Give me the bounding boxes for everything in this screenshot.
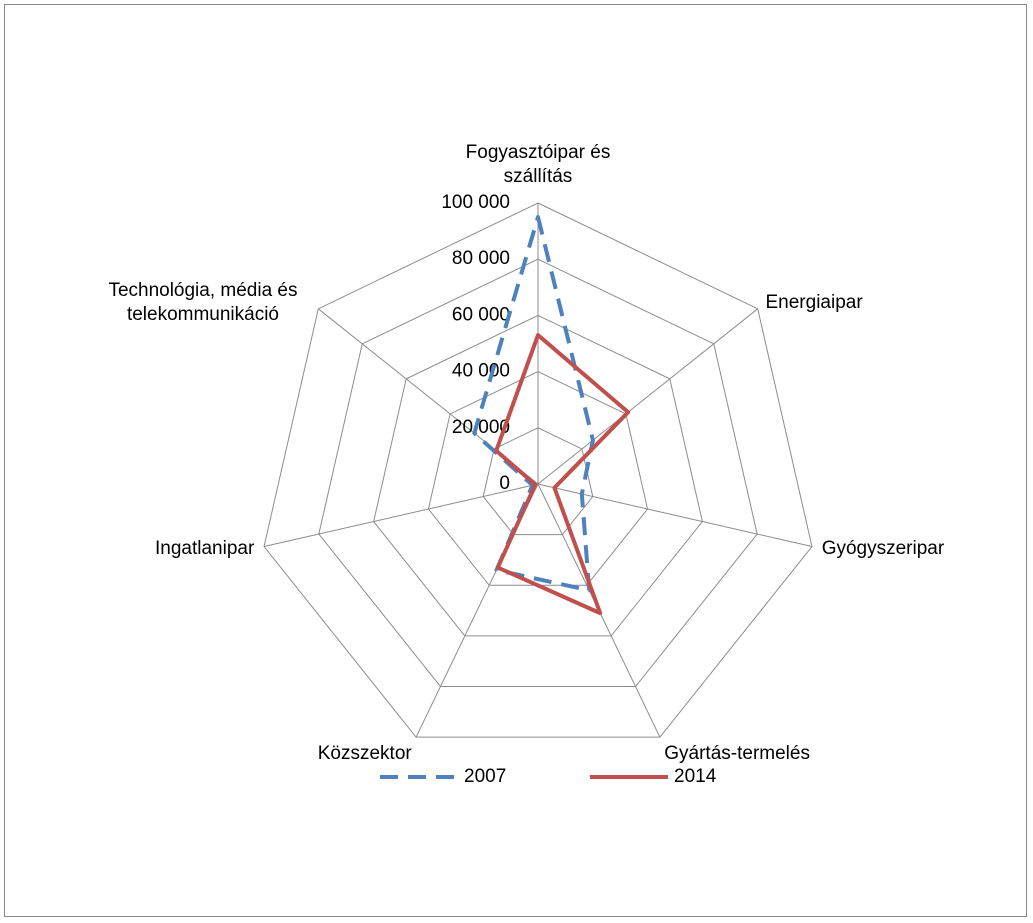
category-label: Ingatlanipar (154, 537, 255, 559)
r-tick-label: 0 (499, 473, 510, 494)
r-tick-label: 60 000 (452, 304, 510, 325)
spoke (537, 483, 813, 548)
grid-ring (318, 258, 758, 688)
r-tick-label: 20 000 (452, 417, 510, 438)
grid-ring (373, 314, 703, 637)
legend-label: 2014 (674, 766, 717, 787)
r-tick-label: 40 000 (452, 361, 510, 382)
category-label: Gyártás-termelés (664, 743, 810, 765)
category-label: Fogyasztóipar és szállítás (465, 142, 611, 187)
r-tick-label: 100 000 (441, 192, 510, 213)
legend-label: 2007 (464, 766, 506, 787)
category-label: Energiaipar (765, 291, 863, 313)
series-line (494, 333, 631, 616)
r-tick-label: 80 000 (452, 248, 510, 269)
chart-frame (4, 4, 1027, 917)
spoke (537, 308, 759, 485)
grid-ring (263, 202, 813, 738)
category-label: Gyógyszeripar (821, 537, 945, 559)
spoke (263, 483, 539, 548)
category-label: Közszektor (317, 743, 412, 765)
category-label: Technológia, média és telekommunikáció (108, 279, 298, 325)
